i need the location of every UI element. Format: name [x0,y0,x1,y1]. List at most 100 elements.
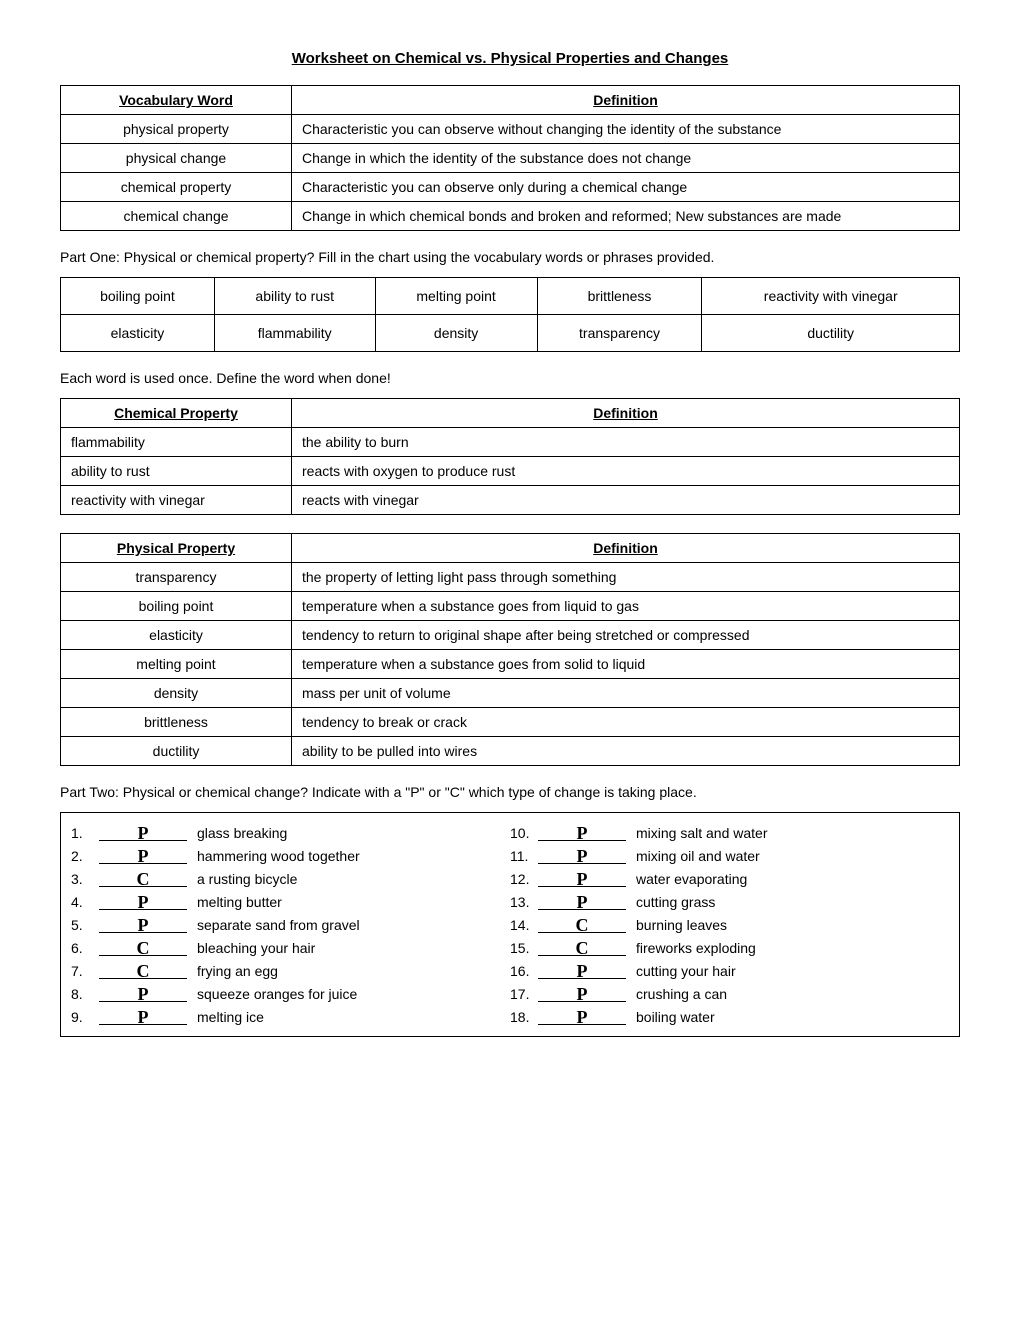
item-description: cutting your hair [636,963,736,979]
item-number: 18. [510,1009,538,1025]
vocab-word: physical change [61,144,292,173]
list-item: 9.Pmelting ice [71,1003,510,1025]
vocab-def: Change in which chemical bonds and broke… [292,202,960,231]
handwritten-answer: C [576,938,589,958]
handwritten-answer: P [138,1007,149,1027]
list-item: 12.Pwater evaporating [510,865,949,887]
answer-blank: P [538,960,626,979]
list-item: 1.Pglass breaking [71,819,510,841]
handwritten-answer: C [137,869,150,889]
item-description: burning leaves [636,917,727,933]
table-row: ductilityability to be pulled into wires [61,737,960,766]
item-description: a rusting bicycle [197,871,297,887]
item-description: melting butter [197,894,282,910]
phys-def: temperature when a substance goes from l… [292,592,960,621]
phys-header-def: Definition [292,534,960,563]
item-description: hammering wood together [197,848,360,864]
item-description: squeeze oranges for juice [197,986,357,1002]
answer-blank: P [99,822,187,841]
chem-header-def: Definition [292,399,960,428]
handwritten-answer: P [577,892,588,912]
word-bank-cell: melting point [375,278,537,315]
chemical-property-table: Chemical Property Definition flammabilit… [60,398,960,515]
part-two-intro: Part Two: Physical or chemical change? I… [60,784,960,800]
list-item: 13. Pcutting grass [510,888,949,910]
list-item: 4.Pmelting butter [71,888,510,910]
list-item: 3.Ca rusting bicycle [71,865,510,887]
table-row: reactivity with vinegarreacts with vineg… [61,486,960,515]
word-bank-cell: elasticity [61,315,215,352]
item-description: frying an egg [197,963,278,979]
physical-property-table: Physical Property Definition transparenc… [60,533,960,766]
phys-prop: density [61,679,292,708]
item-number: 11. [510,848,538,864]
table-row: chemical propertyCharacteristic you can … [61,173,960,202]
phys-def: tendency to return to original shape aft… [292,621,960,650]
answer-blank: P [538,822,626,841]
item-number: 5. [71,917,99,933]
chem-prop: ability to rust [61,457,292,486]
answer-blank: P [99,914,187,933]
vocab-word: physical property [61,115,292,144]
item-description: glass breaking [197,825,287,841]
chem-def: the ability to burn [292,428,960,457]
chem-def: reacts with vinegar [292,486,960,515]
answer-blank: P [538,1006,626,1025]
list-item: 18.Pboiling water [510,1003,949,1025]
phys-prop: elasticity [61,621,292,650]
answer-blank: P [99,891,187,910]
vocab-def: Change in which the identity of the subs… [292,144,960,173]
word-bank-cell: reactivity with vinegar [702,278,960,315]
table-row: elasticitytendency to return to original… [61,621,960,650]
handwritten-answer: P [577,961,588,981]
list-item: 11. Pmixing oil and water [510,842,949,864]
handwritten-answer: C [137,961,150,981]
answer-blank: P [99,983,187,1002]
item-description: crushing a can [636,986,727,1002]
answer-blank: P [99,1006,187,1025]
document-title: Worksheet on Chemical vs. Physical Prope… [60,50,960,67]
vocab-word: chemical property [61,173,292,202]
part-two-right-col: 10.Pmixing salt and water 11. Pmixing oil … [510,819,949,1026]
phys-prop: boiling point [61,592,292,621]
answer-blank: P [538,868,626,887]
item-description: mixing oil and water [636,848,760,864]
phys-def: tendency to break or crack [292,708,960,737]
handwritten-answer: P [577,869,588,889]
item-number: 4. [71,894,99,910]
phys-def: mass per unit of volume [292,679,960,708]
item-number: 8. [71,986,99,1002]
item-description: water evaporating [636,871,747,887]
item-description: boiling water [636,1009,715,1025]
item-number: 2. [71,848,99,864]
answer-blank: P [99,845,187,864]
item-description: cutting grass [636,894,715,910]
handwritten-answer: P [577,823,588,843]
vocab-table: Vocabulary Word Definition physical prop… [60,85,960,231]
word-bank-table: boiling point ability to rust melting po… [60,277,960,352]
phys-def: ability to be pulled into wires [292,737,960,766]
item-description: separate sand from gravel [197,917,360,933]
word-bank-cell: ductility [702,315,960,352]
list-item: 16. Pcutting your hair [510,957,949,979]
list-item: 6.Cbleaching your hair [71,934,510,956]
table-row: physical propertyCharacteristic you can … [61,115,960,144]
phys-def: the property of letting light pass throu… [292,563,960,592]
handwritten-answer: C [576,915,589,935]
item-number: 14. [510,917,538,933]
handwritten-answer: P [577,984,588,1004]
word-bank-cell: transparency [537,315,702,352]
list-item: 10.Pmixing salt and water [510,819,949,841]
chem-header-prop: Chemical Property [61,399,292,428]
list-item: 17.Pcrushing a can [510,980,949,1002]
chem-prop: reactivity with vinegar [61,486,292,515]
phys-def: temperature when a substance goes from s… [292,650,960,679]
phys-prop: melting point [61,650,292,679]
item-number: 13. [510,894,538,910]
vocab-word: chemical change [61,202,292,231]
table-row: boiling point ability to rust melting po… [61,278,960,315]
item-number: 16. [510,963,538,979]
vocab-header-word: Vocabulary Word [61,86,292,115]
handwritten-answer: P [577,846,588,866]
list-item: 8.Psqueeze oranges for juice [71,980,510,1002]
